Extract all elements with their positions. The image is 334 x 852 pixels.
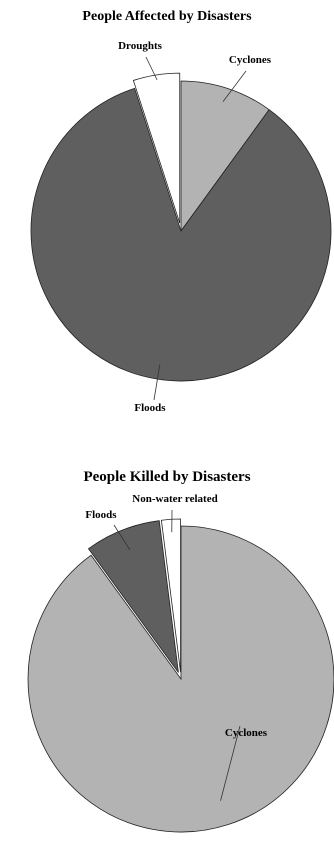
pie-chart-affected-plot: Cyclones Floods Droughts <box>30 40 332 414</box>
slice-label-cyclones: Cyclones <box>225 727 268 739</box>
pie-chart-killed-plot: Cyclones Floods Non-water related <box>27 493 334 833</box>
slice-label-leader-floods <box>153 364 161 401</box>
chart-title: People Killed by Disasters <box>83 469 251 485</box>
pie-slice-floods <box>87 520 179 673</box>
pie-slice-droughts <box>132 72 181 224</box>
pie-slice-cyclones <box>180 80 270 233</box>
slice-label-droughts: Droughts <box>118 40 163 52</box>
slice-label-leader-droughts <box>145 56 158 81</box>
pie-slice-cyclones <box>27 525 334 833</box>
slice-label-cyclones: Cyclones <box>229 54 272 66</box>
pie-chart-killed: People Killed by Disasters Cyclones Flood… <box>0 462 334 852</box>
slice-label-leader-cyclones <box>222 70 247 102</box>
slice-label-floods: Floods <box>85 509 117 521</box>
pie-slice-non-water-related <box>160 518 181 673</box>
slice-label-non-water-related: Non-water related <box>132 493 217 505</box>
slice-label-leader-cyclones <box>220 725 241 801</box>
slice-label-floods: Floods <box>134 402 166 414</box>
pie-chart-affected: People Affected by Disasters Cyclones Flo… <box>0 0 334 420</box>
slice-label-leader-floods <box>113 524 131 550</box>
chart-title: People Affected by Disasters <box>82 9 252 24</box>
